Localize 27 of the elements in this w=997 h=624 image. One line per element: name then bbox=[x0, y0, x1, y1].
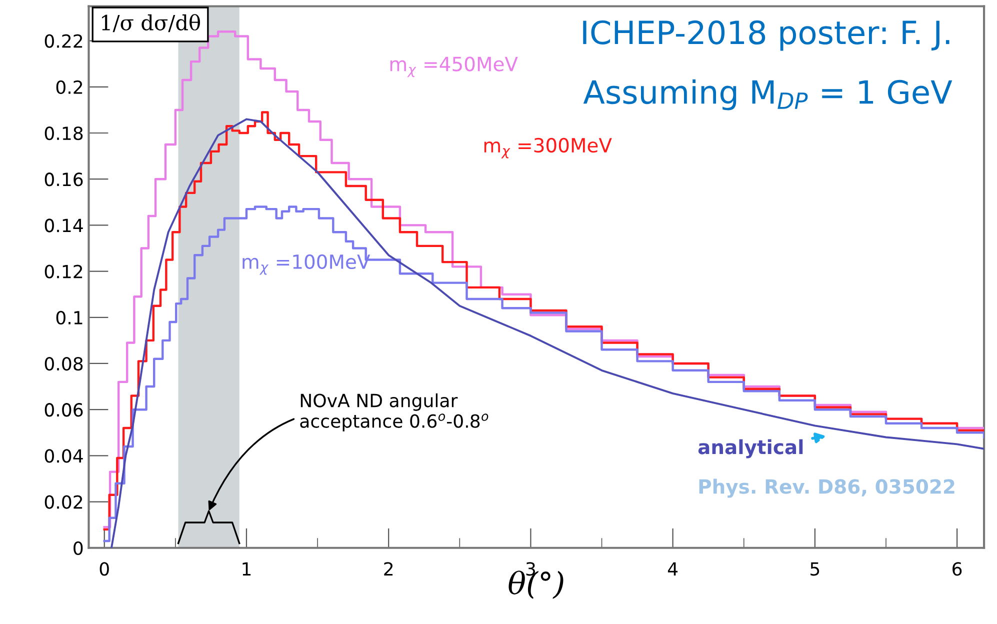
y-tick-label: 0.12 bbox=[44, 264, 82, 278]
x-tick-label: 0 bbox=[100, 562, 109, 576]
y-tick-label: 0.04 bbox=[44, 449, 83, 463]
y-axis-title: 1/σ dσ/dθ bbox=[102, 14, 200, 32]
y-tick-label: 0.18 bbox=[44, 126, 83, 140]
band-label: NOvA ND angular acceptance 0.6$^{o}$-0.8$^{o}$ bbox=[300, 393, 488, 432]
y-tick-label: 0.06 bbox=[44, 403, 83, 417]
x-tick-label: 1 bbox=[242, 562, 251, 576]
y-tick-label: 0.14 bbox=[44, 218, 83, 232]
text: Assuming M$_{DP}$ = 1 GeV bbox=[583, 79, 952, 110]
y-tick-label: 0.1 bbox=[56, 310, 82, 325]
series-label: m$_{χ}$ =100MeV bbox=[242, 254, 370, 275]
series-label: analytical bbox=[698, 439, 803, 458]
x-tick-label: 6 bbox=[952, 562, 962, 576]
chart-title: ICHEP-2018 poster: F. J. bbox=[583, 20, 950, 51]
text: m$_{χ}$ =300MeV bbox=[484, 138, 612, 158]
x-tick-label: 2 bbox=[384, 562, 393, 576]
y-tick-label: 0.2 bbox=[56, 80, 82, 94]
x-tick-label: 5 bbox=[810, 562, 820, 576]
y-tick-label: 0.22 bbox=[44, 34, 82, 48]
y-tick-label: 0.08 bbox=[44, 356, 83, 371]
text: m$_{χ}$ =450MeV bbox=[390, 56, 518, 78]
annotation: Phys. Rev. D86, 035022 bbox=[699, 478, 954, 498]
y-tick-label: 0 bbox=[74, 541, 83, 555]
x-tick-label: 4 bbox=[668, 562, 678, 576]
y-tick-label: 0.02 bbox=[44, 495, 82, 509]
y-tick-label: 0.16 bbox=[44, 172, 83, 186]
